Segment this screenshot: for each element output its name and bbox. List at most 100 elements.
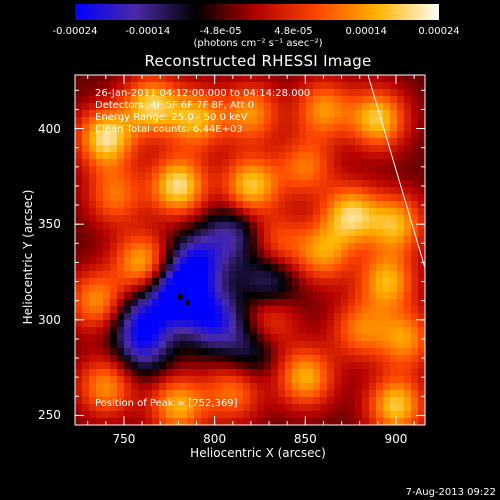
- heatmap-cell: [194, 250, 202, 258]
- heatmap-cell: [362, 180, 370, 188]
- heatmap-cell: [390, 117, 398, 125]
- heatmap-cell: [411, 173, 419, 181]
- heatmap-cell: [327, 313, 335, 321]
- heatmap-cell: [236, 299, 244, 307]
- heatmap-cell: [397, 257, 405, 265]
- heatmap-cell: [243, 278, 251, 286]
- heatmap-cell: [327, 187, 335, 195]
- heatmap-cell: [327, 362, 335, 370]
- heatmap-cell: [103, 355, 111, 363]
- heatmap-cell: [215, 215, 223, 223]
- heatmap-cell: [390, 397, 398, 405]
- heatmap-cell: [257, 124, 265, 132]
- heatmap-cell: [159, 397, 167, 405]
- heatmap-cell: [159, 159, 167, 167]
- heatmap-cell: [369, 313, 377, 321]
- heatmap-cell: [313, 236, 321, 244]
- heatmap-cell: [96, 320, 104, 328]
- heatmap-cell: [82, 124, 90, 132]
- heatmap-cell: [404, 152, 412, 160]
- heatmap-cell: [96, 292, 104, 300]
- heatmap-cell: [124, 138, 132, 146]
- heatmap-cell: [376, 376, 384, 384]
- heatmap-cell: [208, 362, 216, 370]
- heatmap-cell: [138, 264, 146, 272]
- heatmap-cell: [264, 103, 272, 111]
- heatmap-cell: [278, 145, 286, 153]
- heatmap-cell: [166, 362, 174, 370]
- heatmap-cell: [89, 194, 97, 202]
- heatmap-cell: [334, 152, 342, 160]
- heatmap-cell: [285, 250, 293, 258]
- heatmap-cell: [117, 341, 125, 349]
- heatmap-cell: [285, 341, 293, 349]
- heatmap-cell: [236, 334, 244, 342]
- heatmap-cell: [124, 404, 132, 412]
- heatmap-cell: [271, 376, 279, 384]
- heatmap-cell: [404, 222, 412, 230]
- heatmap-cell: [404, 138, 412, 146]
- heatmap-cell: [215, 390, 223, 398]
- heatmap-cell: [131, 117, 139, 125]
- heatmap-cell: [159, 355, 167, 363]
- heatmap-cell: [201, 187, 209, 195]
- heatmap-cell: [208, 89, 216, 97]
- heatmap-cell: [110, 250, 118, 258]
- heatmap-cell: [355, 285, 363, 293]
- heatmap-cell: [383, 89, 391, 97]
- heatmap-cell: [103, 201, 111, 209]
- heatmap-cell: [313, 187, 321, 195]
- heatmap-cell: [152, 208, 160, 216]
- heatmap-cell: [75, 369, 83, 377]
- heatmap-cell: [271, 222, 279, 230]
- heatmap-cell: [292, 411, 300, 419]
- heatmap-cell: [271, 355, 279, 363]
- heatmap-cell: [194, 194, 202, 202]
- heatmap-cell: [187, 138, 195, 146]
- heatmap-cell: [222, 145, 230, 153]
- heatmap-cell: [411, 306, 419, 314]
- heatmap-cell: [397, 173, 405, 181]
- heatmap-cell: [236, 229, 244, 237]
- heatmap-cell: [236, 82, 244, 90]
- heatmap-cell: [201, 404, 209, 412]
- heatmap-cell: [96, 257, 104, 265]
- heatmap-cell: [187, 96, 195, 104]
- heatmap-cell: [292, 124, 300, 132]
- heatmap-cell: [194, 166, 202, 174]
- heatmap-cell: [285, 264, 293, 272]
- heatmap-cell: [299, 117, 307, 125]
- heatmap-cell: [411, 320, 419, 328]
- heatmap-cell: [110, 236, 118, 244]
- heatmap-cell: [152, 320, 160, 328]
- heatmap-cell: [383, 306, 391, 314]
- heatmap-cell: [285, 138, 293, 146]
- heatmap-cell: [334, 117, 342, 125]
- heatmap-cell: [243, 243, 251, 251]
- heatmap-cell: [173, 334, 181, 342]
- heatmap-cell: [250, 194, 258, 202]
- heatmap-cell: [341, 96, 349, 104]
- heatmap-cell: [82, 313, 90, 321]
- heatmap-cell: [166, 355, 174, 363]
- heatmap-cell: [131, 187, 139, 195]
- heatmap-cell: [222, 285, 230, 293]
- heatmap-cell: [257, 355, 265, 363]
- heatmap-cell: [271, 285, 279, 293]
- heatmap-cell: [117, 334, 125, 342]
- heatmap-cell: [355, 82, 363, 90]
- heatmap-cell: [397, 327, 405, 335]
- heatmap-cell: [404, 159, 412, 167]
- heatmap-cell: [208, 229, 216, 237]
- heatmap-cell: [96, 215, 104, 223]
- heatmap-cell: [418, 411, 425, 419]
- heatmap-cell: [236, 96, 244, 104]
- heatmap-cell: [404, 229, 412, 237]
- heatmap-cell: [138, 117, 146, 125]
- heatmap-cell: [222, 362, 230, 370]
- heatmap-cell: [89, 159, 97, 167]
- heatmap-cell: [173, 138, 181, 146]
- heatmap-cell: [411, 383, 419, 391]
- heatmap-cell: [152, 369, 160, 377]
- heatmap-cell: [103, 271, 111, 279]
